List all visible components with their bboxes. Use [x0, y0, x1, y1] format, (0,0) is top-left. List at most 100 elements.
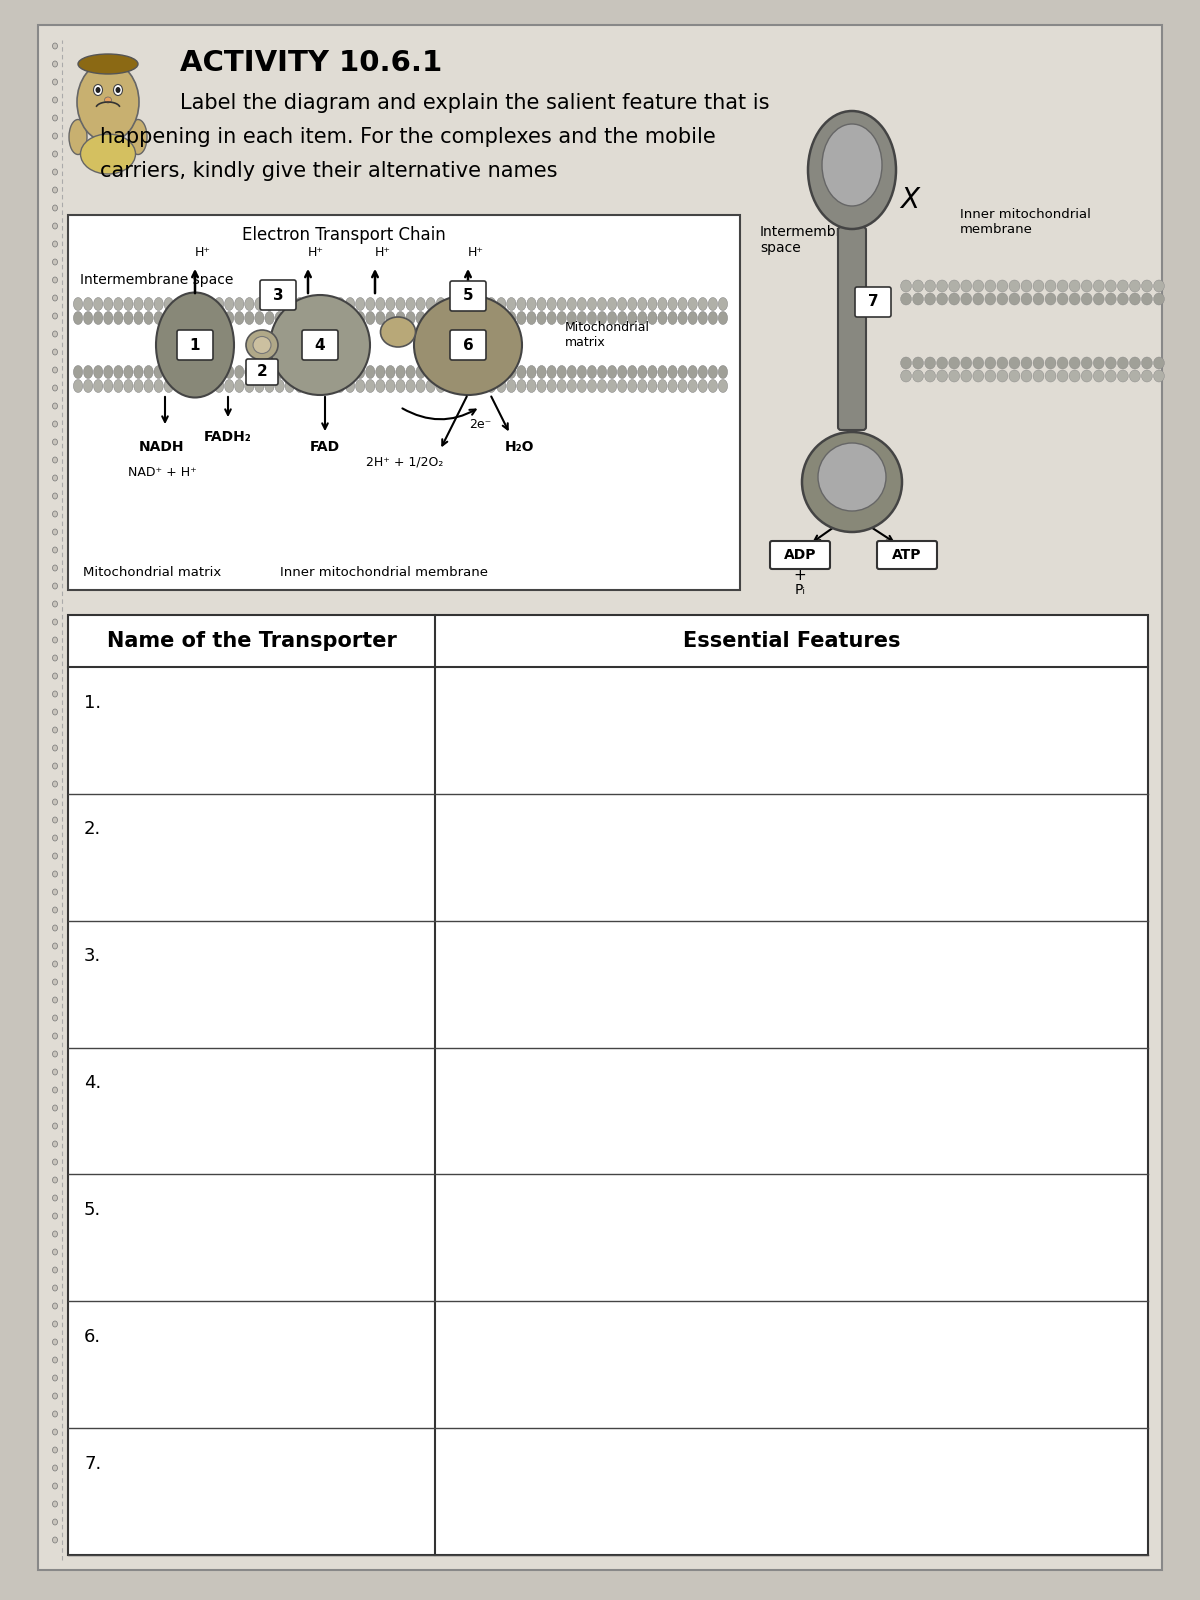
- Ellipse shape: [688, 365, 697, 379]
- Ellipse shape: [557, 312, 566, 325]
- Ellipse shape: [997, 293, 1008, 306]
- Ellipse shape: [1057, 280, 1068, 291]
- Ellipse shape: [355, 379, 365, 392]
- FancyBboxPatch shape: [838, 227, 866, 430]
- Ellipse shape: [265, 298, 274, 310]
- Ellipse shape: [618, 298, 626, 310]
- Ellipse shape: [114, 312, 122, 325]
- Ellipse shape: [1129, 293, 1140, 306]
- Ellipse shape: [937, 293, 948, 306]
- Ellipse shape: [708, 365, 718, 379]
- Ellipse shape: [568, 312, 576, 325]
- Ellipse shape: [134, 365, 143, 379]
- Ellipse shape: [53, 421, 58, 427]
- Ellipse shape: [708, 298, 718, 310]
- Ellipse shape: [53, 1518, 58, 1525]
- Ellipse shape: [607, 379, 617, 392]
- Ellipse shape: [355, 298, 365, 310]
- Ellipse shape: [164, 312, 173, 325]
- Ellipse shape: [1153, 293, 1164, 306]
- Ellipse shape: [949, 370, 960, 382]
- Ellipse shape: [577, 365, 587, 379]
- Ellipse shape: [436, 379, 445, 392]
- Ellipse shape: [224, 298, 234, 310]
- Ellipse shape: [678, 298, 688, 310]
- Ellipse shape: [275, 298, 284, 310]
- Ellipse shape: [678, 365, 688, 379]
- Ellipse shape: [53, 709, 58, 715]
- Ellipse shape: [245, 379, 254, 392]
- Ellipse shape: [568, 379, 576, 392]
- Ellipse shape: [486, 312, 496, 325]
- Ellipse shape: [275, 379, 284, 392]
- Ellipse shape: [53, 763, 58, 770]
- Ellipse shape: [925, 293, 936, 306]
- Ellipse shape: [194, 379, 204, 392]
- Text: Electron Transport Chain: Electron Transport Chain: [242, 226, 446, 243]
- Ellipse shape: [53, 962, 58, 966]
- Ellipse shape: [376, 379, 385, 392]
- Ellipse shape: [1021, 357, 1032, 370]
- Ellipse shape: [224, 312, 234, 325]
- Ellipse shape: [547, 379, 557, 392]
- Ellipse shape: [937, 370, 948, 382]
- Ellipse shape: [913, 370, 924, 382]
- Ellipse shape: [154, 365, 163, 379]
- Ellipse shape: [215, 312, 223, 325]
- Ellipse shape: [164, 365, 173, 379]
- Ellipse shape: [973, 370, 984, 382]
- Ellipse shape: [286, 379, 294, 392]
- Text: FADH₂: FADH₂: [204, 430, 252, 443]
- Ellipse shape: [235, 365, 244, 379]
- Ellipse shape: [587, 298, 596, 310]
- Ellipse shape: [456, 298, 466, 310]
- Ellipse shape: [628, 298, 637, 310]
- Ellipse shape: [53, 870, 58, 877]
- Ellipse shape: [124, 298, 133, 310]
- Ellipse shape: [577, 312, 587, 325]
- Ellipse shape: [215, 379, 223, 392]
- Ellipse shape: [1093, 357, 1104, 370]
- Ellipse shape: [185, 298, 193, 310]
- Text: 7: 7: [868, 294, 878, 309]
- Ellipse shape: [53, 1106, 58, 1110]
- Ellipse shape: [1117, 293, 1128, 306]
- Ellipse shape: [346, 298, 355, 310]
- Ellipse shape: [275, 365, 284, 379]
- Ellipse shape: [53, 1339, 58, 1346]
- Ellipse shape: [53, 925, 58, 931]
- Ellipse shape: [254, 379, 264, 392]
- Ellipse shape: [53, 1069, 58, 1075]
- Ellipse shape: [698, 365, 708, 379]
- Ellipse shape: [305, 312, 314, 325]
- Ellipse shape: [53, 438, 58, 445]
- Ellipse shape: [476, 379, 486, 392]
- Ellipse shape: [808, 110, 896, 229]
- Ellipse shape: [53, 366, 58, 373]
- Ellipse shape: [1069, 357, 1080, 370]
- Ellipse shape: [204, 365, 214, 379]
- Ellipse shape: [486, 365, 496, 379]
- Ellipse shape: [1009, 370, 1020, 382]
- Ellipse shape: [53, 582, 58, 589]
- Ellipse shape: [1045, 293, 1056, 306]
- Text: 4.: 4.: [84, 1074, 101, 1093]
- Ellipse shape: [265, 379, 274, 392]
- Text: Inner mitochondrial
membrane: Inner mitochondrial membrane: [960, 208, 1091, 235]
- Ellipse shape: [396, 379, 406, 392]
- Ellipse shape: [1117, 280, 1128, 291]
- Ellipse shape: [901, 280, 912, 291]
- Ellipse shape: [246, 330, 278, 360]
- Ellipse shape: [53, 818, 58, 822]
- Ellipse shape: [53, 510, 58, 517]
- Ellipse shape: [154, 312, 163, 325]
- Ellipse shape: [1129, 280, 1140, 291]
- Ellipse shape: [688, 312, 697, 325]
- Ellipse shape: [587, 365, 596, 379]
- Ellipse shape: [547, 312, 557, 325]
- Text: X: X: [900, 186, 919, 214]
- Ellipse shape: [114, 365, 122, 379]
- Ellipse shape: [53, 242, 58, 246]
- Ellipse shape: [658, 298, 667, 310]
- Ellipse shape: [668, 298, 677, 310]
